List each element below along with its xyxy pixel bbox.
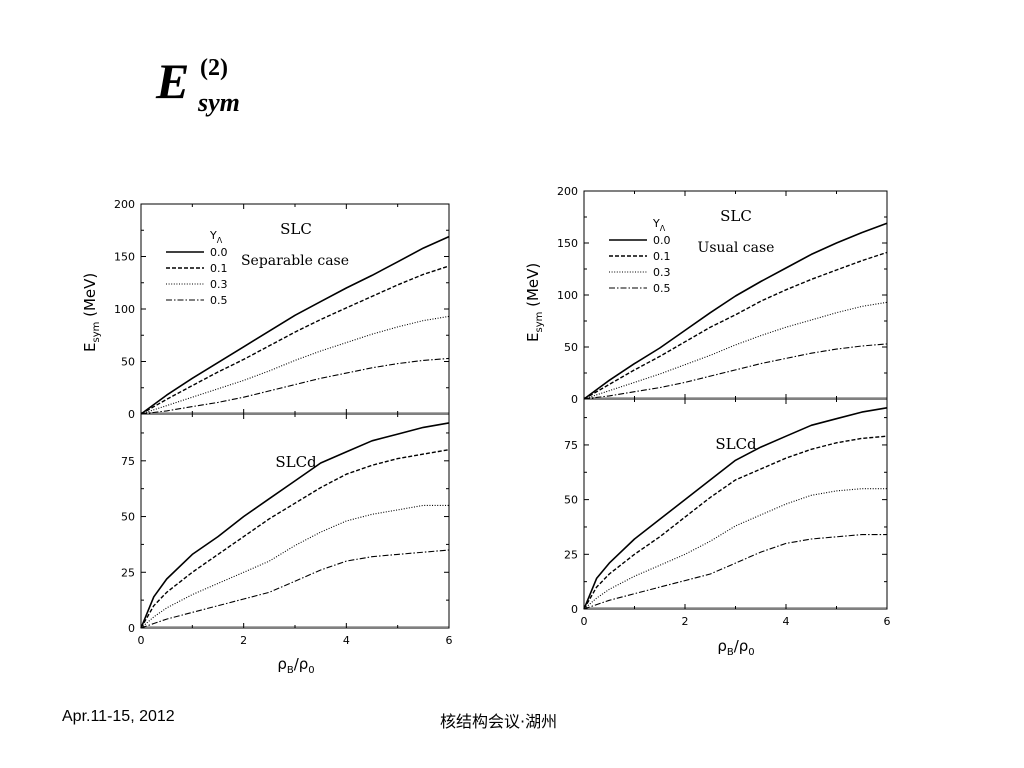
x-axis-label-sub: B — [727, 647, 734, 658]
series-line-0.0 — [140, 235, 450, 415]
panel-left-top: 0 50 100 150 200 SLC Separable case YΛ0.0 0.1 0.3… — [81, 198, 450, 421]
x-tick-label: 6 — [446, 634, 453, 647]
panel-label: SLCd — [715, 435, 757, 453]
x-axis-label-sub: B — [287, 665, 294, 676]
footer-date: Apr.11-15, 2012 — [62, 708, 175, 725]
y-tick-label: 50 — [564, 494, 578, 507]
formula-superscript: (2) — [200, 55, 228, 81]
y-tick-label: 75 — [564, 439, 578, 452]
x-tick-label: 2 — [240, 634, 247, 647]
y-axis-label-sub: sym — [534, 312, 545, 333]
y-axis-label-main: E — [81, 343, 99, 352]
x-axis-label-sub: 0 — [308, 665, 314, 676]
panel-label: SLC — [280, 220, 312, 238]
panel-right-top: 0 50 100 150 200 SLC Usual case YΛ0.0 0.1 0.3 0.5 E… — [524, 185, 888, 406]
series-line-0.3 — [140, 315, 450, 415]
y-tick-label: 0 — [571, 393, 578, 406]
y-tick-label: 50 — [121, 511, 135, 524]
series-line-0.3 — [583, 301, 888, 400]
x-axis-label-part: ρ — [277, 655, 287, 673]
plot-frame — [583, 398, 888, 610]
legend-label: 0.0 — [653, 234, 671, 247]
y-tick-label: 200 — [557, 185, 578, 198]
x-tick-label: 0 — [581, 615, 588, 628]
x-axis-label: ρB/ρ0 — [277, 655, 314, 676]
legend-label: 0.3 — [210, 278, 228, 291]
legend-label: 0.5 — [210, 294, 228, 307]
y-axis-label-sub: sym — [91, 322, 102, 343]
x-tick-label: 0 — [138, 634, 145, 647]
x-axis-label-part: /ρ — [734, 637, 749, 655]
legend-label: 0.1 — [210, 262, 228, 275]
plot-frame — [140, 413, 450, 629]
x-axis-label-part: ρ — [717, 637, 727, 655]
series-line-0.3 — [583, 488, 887, 610]
y-axis-label-unit: (MeV) — [524, 263, 542, 312]
series-line-0.0 — [140, 422, 450, 629]
series-line-0.0 — [583, 407, 888, 610]
legend-title-subscript: Λ — [660, 224, 666, 233]
x-axis-label-sub: 0 — [748, 647, 754, 658]
legend-label: 0.1 — [653, 250, 671, 263]
legend-title: YΛ — [209, 229, 223, 245]
series-line-0.1 — [583, 435, 888, 610]
legend-title-subscript: Λ — [217, 236, 223, 245]
x-tick-label: 4 — [343, 634, 350, 647]
y-tick-label: 100 — [114, 303, 135, 316]
y-tick-label: 75 — [121, 455, 135, 468]
series-line-0.1 — [140, 449, 450, 629]
y-tick-label: 25 — [564, 548, 578, 561]
y-axis-label-unit: (MeV) — [81, 273, 99, 322]
case-label: Usual case — [698, 240, 775, 256]
y-tick-label: 50 — [564, 341, 578, 354]
x-tick-label: 4 — [783, 615, 790, 628]
series-line-0.3 — [140, 504, 449, 629]
x-axis-label-part: /ρ — [294, 655, 309, 673]
x-tick-label: 6 — [884, 615, 891, 628]
series-line-0.5 — [140, 549, 450, 629]
legend-label: 0.5 — [653, 282, 671, 295]
series-line-0.5 — [583, 534, 887, 610]
y-tick-label: 100 — [557, 289, 578, 302]
panel-label: SLCd — [275, 453, 317, 471]
x-tick-label: 2 — [682, 615, 689, 628]
series-line-0.1 — [583, 251, 888, 400]
y-axis-label: Esym (MeV) — [524, 263, 545, 342]
y-tick-label: 0 — [571, 603, 578, 616]
formula-main: E — [156, 53, 190, 109]
series-line-0.5 — [140, 357, 450, 415]
y-tick-label: 25 — [121, 566, 135, 579]
y-axis-label: Esym (MeV) — [81, 273, 102, 352]
series-line-0.5 — [583, 343, 888, 400]
y-tick-label: 0 — [128, 622, 135, 635]
y-tick-label: 0 — [128, 408, 135, 421]
legend-label: 0.3 — [653, 266, 671, 279]
footer-conference: 核结构会议·湖州 — [440, 712, 558, 731]
case-label: Separable case — [241, 253, 349, 269]
series-line-0.0 — [583, 222, 888, 400]
legend-label: 0.0 — [210, 246, 228, 259]
series-line-0.1 — [140, 265, 450, 415]
x-axis-label: ρB/ρ0 — [717, 637, 754, 658]
y-axis-label-main: E — [524, 333, 542, 342]
slide-title-formula: E (2) sym — [150, 50, 270, 125]
y-tick-label: 50 — [121, 356, 135, 369]
panel-label: SLC — [720, 207, 752, 225]
y-tick-label: 150 — [557, 237, 578, 250]
formula-subscript: sym — [198, 88, 240, 117]
legend-title: YΛ — [652, 217, 666, 233]
panel-right-bottom: 0 25 50 75 0 2 4 6 SLCd — [564, 398, 891, 628]
y-tick-label: 150 — [114, 251, 135, 264]
panel-left-bottom: 0 25 50 75 0 2 4 6 SLCd — [121, 413, 453, 647]
y-tick-label: 200 — [114, 198, 135, 211]
